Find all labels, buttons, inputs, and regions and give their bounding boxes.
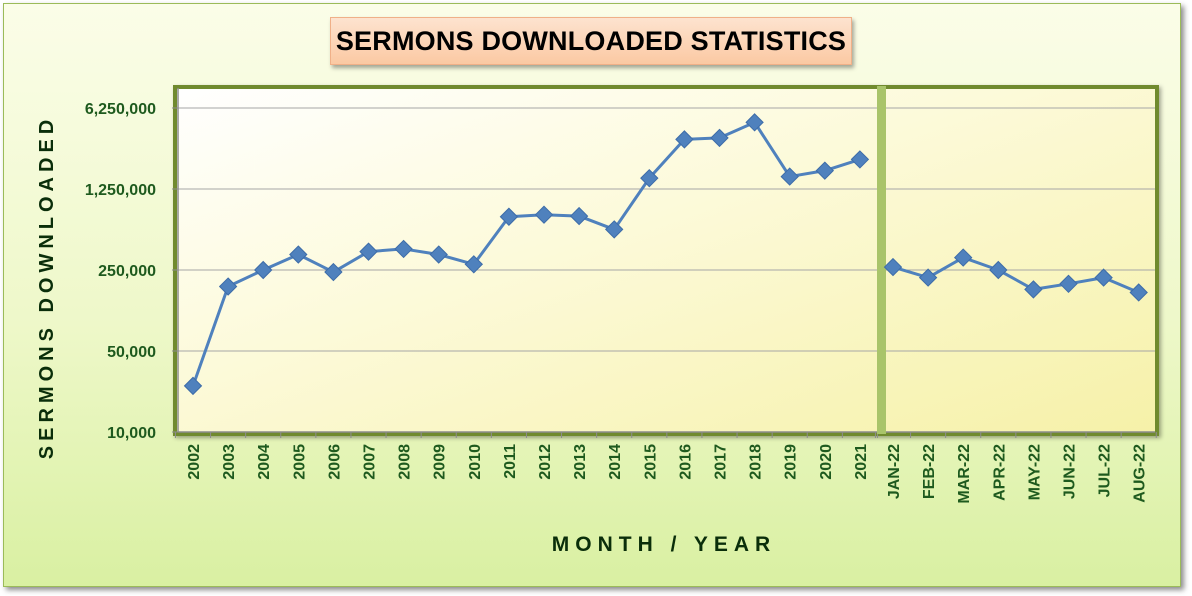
x-tick-label: 2003 bbox=[221, 444, 238, 480]
x-tick-label: 2009 bbox=[432, 444, 449, 480]
x-tick-label: 2017 bbox=[713, 444, 730, 480]
y-tick-label: 250,000 bbox=[98, 263, 156, 280]
data-point bbox=[253, 260, 273, 280]
y-tick-label: 1,250,000 bbox=[85, 182, 156, 199]
x-tick-label: JUN-22 bbox=[1062, 444, 1079, 499]
data-point bbox=[183, 376, 203, 396]
x-tick-label: 2004 bbox=[256, 444, 273, 480]
data-point bbox=[640, 168, 659, 188]
data-point bbox=[780, 167, 799, 186]
x-tick-label: AUG-22 bbox=[1132, 444, 1149, 503]
chart-title: SERMONS DOWNLOADED STATISTICS bbox=[335, 25, 847, 56]
x-tick-label: JUL-22 bbox=[1097, 444, 1114, 497]
x-tick-label: MAY-22 bbox=[1026, 444, 1043, 500]
y-tick-label: 10,000 bbox=[107, 425, 156, 442]
data-point bbox=[815, 161, 835, 180]
x-axis bbox=[172, 88, 1157, 438]
x-tick-label: 2019 bbox=[783, 444, 800, 480]
chart-title-box: SERMONS DOWNLOADED STATISTICS bbox=[330, 17, 852, 65]
data-point bbox=[569, 206, 589, 226]
x-tick-label: 2021 bbox=[853, 444, 870, 480]
panel-divider bbox=[877, 86, 886, 434]
data-point bbox=[429, 245, 448, 264]
data-point bbox=[1024, 280, 1043, 299]
plot-area bbox=[173, 85, 1159, 436]
x-tick-label: 2006 bbox=[326, 444, 343, 480]
x-tick-label: JAN-22 bbox=[886, 444, 903, 499]
data-point bbox=[1129, 283, 1148, 302]
x-tick-label: APR-22 bbox=[991, 444, 1008, 501]
x-tick-label: 2012 bbox=[537, 444, 554, 480]
x-tick-label: 2014 bbox=[607, 444, 624, 480]
data-point bbox=[534, 205, 554, 224]
data-point bbox=[1059, 274, 1078, 294]
data-point bbox=[604, 220, 624, 239]
series-points bbox=[183, 113, 1148, 396]
x-tick-label: 2018 bbox=[748, 444, 765, 480]
x-tick-label: 2010 bbox=[467, 444, 484, 480]
x-tick-label: 2020 bbox=[818, 444, 835, 480]
data-point bbox=[745, 113, 764, 132]
x-tick-label: 2005 bbox=[291, 444, 308, 480]
x-tick-label: 2016 bbox=[677, 444, 694, 480]
y-axis-ticks: 10,000 50,000 250,000 1,250,000 6,250,000 bbox=[85, 101, 156, 442]
data-point bbox=[464, 255, 484, 274]
data-point bbox=[289, 245, 308, 264]
data-point bbox=[989, 260, 1008, 280]
x-tick-label: 2002 bbox=[186, 444, 203, 480]
x-tick-label: 2011 bbox=[502, 444, 519, 479]
x-tick-label: 2008 bbox=[397, 444, 414, 480]
x-tick-label: MAR-22 bbox=[956, 444, 973, 504]
data-point bbox=[218, 277, 238, 296]
data-point bbox=[324, 262, 343, 282]
data-point bbox=[883, 257, 903, 277]
data-point bbox=[953, 248, 973, 267]
data-point bbox=[710, 128, 729, 148]
data-point bbox=[1094, 268, 1113, 287]
y-tick-label: 50,000 bbox=[107, 344, 156, 361]
x-tick-label: 2007 bbox=[362, 444, 379, 480]
data-point bbox=[359, 242, 378, 261]
x-axis-ticks: 2002 2003 2004 2005 2006 2007 2008 2009 2010 2011… bbox=[186, 444, 1149, 504]
data-point bbox=[499, 207, 519, 226]
x-tick-label: FEB-22 bbox=[921, 444, 938, 499]
data-point bbox=[675, 130, 694, 149]
data-point bbox=[918, 268, 938, 287]
y-axis-label: SERMONS DOWNLOADED bbox=[36, 115, 58, 459]
data-point bbox=[394, 239, 413, 259]
data-point bbox=[850, 150, 870, 169]
x-tick-label: 2013 bbox=[572, 444, 589, 480]
x-tick-label: 2015 bbox=[642, 444, 659, 480]
x-axis-label: MONTH / YEAR bbox=[552, 533, 776, 556]
y-tick-label: 6,250,000 bbox=[85, 101, 156, 118]
